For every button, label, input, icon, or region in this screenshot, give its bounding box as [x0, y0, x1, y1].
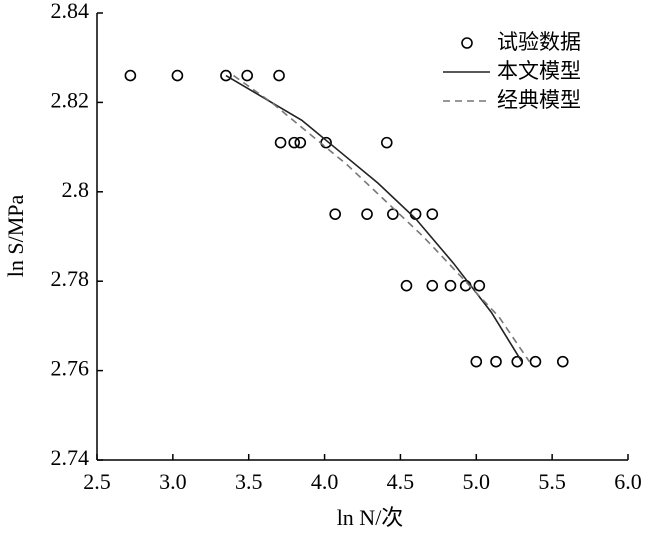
data-point [288, 136, 301, 149]
data-point [426, 208, 439, 220]
data-point [273, 69, 285, 82]
x-tick-label: 2.5 [83, 469, 111, 494]
x-tick-label: 3.0 [159, 469, 187, 494]
x-tick-label: 3.5 [235, 469, 263, 494]
data-point [556, 355, 569, 368]
data-point [529, 355, 542, 368]
legend-label: 经典模型 [497, 88, 581, 112]
data-point [400, 279, 413, 292]
legend-label: 本文模型 [497, 59, 581, 83]
data-point [329, 208, 341, 220]
data-point [380, 136, 393, 149]
legend-label: 试验数据 [497, 30, 581, 54]
data-point [124, 69, 137, 82]
x-tick-label: 5.5 [538, 469, 566, 494]
y-tick-label: 2.76 [51, 356, 90, 381]
data-point [511, 355, 524, 368]
model-line [225, 74, 523, 363]
y-tick-label: 2.84 [51, 0, 90, 23]
data-point [473, 279, 486, 292]
x-tick-label: 5.0 [463, 469, 491, 494]
data-point [171, 69, 184, 82]
data-point [470, 355, 483, 368]
data-point [220, 69, 232, 82]
x-tick-label: 4.5 [387, 469, 415, 494]
data-point [387, 208, 399, 220]
y-tick-label: 2.82 [51, 87, 90, 112]
y-axis-label: ln S/MPa [3, 195, 28, 278]
data-point [361, 208, 373, 220]
data-point [490, 355, 502, 368]
y-tick-label: 2.8 [62, 177, 90, 202]
data-point [274, 136, 287, 149]
x-axis-label: ln N/次 [337, 505, 404, 530]
model-line [233, 74, 531, 363]
data-point [426, 279, 439, 292]
y-tick-label: 2.78 [51, 266, 90, 291]
x-tick-label: 6.0 [614, 469, 642, 494]
data-point [294, 136, 307, 149]
legend-marker [461, 37, 473, 49]
y-tick-label: 2.74 [51, 445, 90, 470]
x-tick-label: 4.0 [311, 469, 339, 494]
data-point [241, 69, 253, 82]
data-point [444, 279, 457, 292]
